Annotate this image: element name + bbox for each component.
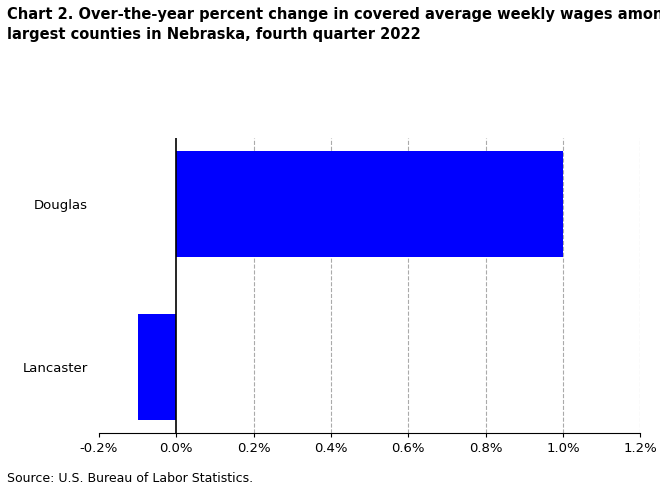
- Bar: [176, 151, 563, 257]
- Text: Source: U.S. Bureau of Labor Statistics.: Source: U.S. Bureau of Labor Statistics.: [7, 472, 253, 485]
- Text: Chart 2. Over-the-year percent change in covered average weekly wages among the
: Chart 2. Over-the-year percent change in…: [7, 7, 660, 42]
- Bar: [138, 314, 176, 420]
